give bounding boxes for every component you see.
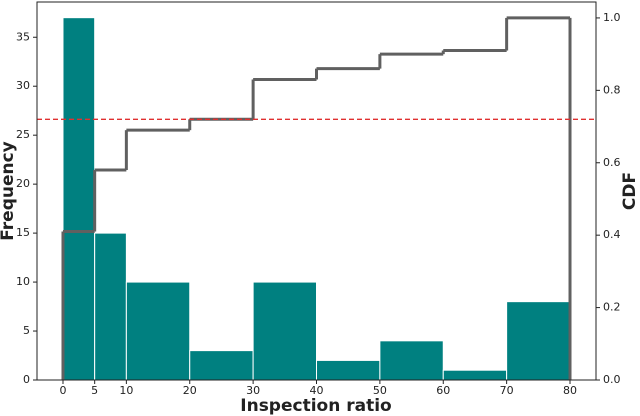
x-tick-label: 40 [310,384,324,397]
bar [379,340,444,381]
x-tick-label: 60 [436,384,450,397]
x-tick-label: 80 [563,384,577,397]
y2-axis-label: CDF [620,172,640,210]
y-tick-label: 30 [16,79,30,92]
x-tick-label: 10 [119,384,133,397]
y-tick-label: 0 [23,373,30,386]
x-tick-label: 50 [373,384,387,397]
bar [94,232,127,381]
y-tick-label: 25 [16,128,30,141]
y-tick-label: 15 [16,226,30,239]
x-axis-label: Inspection ratio [240,396,391,416]
bar [125,281,191,381]
bar [189,350,254,381]
y2-tick-label: 0.0 [603,373,621,386]
bar [506,301,571,381]
y-tick-label: 5 [23,324,30,337]
y2-tick-label: 0.8 [603,83,621,96]
bar [442,369,508,381]
y2-tick-label: 0.4 [603,228,621,241]
y-tick-label: 20 [16,177,30,190]
y2-tick-label: 0.6 [603,156,621,169]
bar [252,281,318,381]
x-tick-label: 0 [59,384,66,397]
y-tick-label: 35 [16,30,30,43]
y-axis-label: Frequency [0,141,18,241]
x-tick-label: 5 [91,384,98,397]
x-tick-label: 30 [246,384,260,397]
y2-tick-label: 0.2 [603,301,621,314]
x-tick-label: 20 [183,384,197,397]
y-tick-label: 10 [16,275,30,288]
bar [316,359,381,381]
bar [62,17,96,381]
y2-tick-label: 1.0 [603,11,621,24]
x-tick-label: 70 [500,384,514,397]
